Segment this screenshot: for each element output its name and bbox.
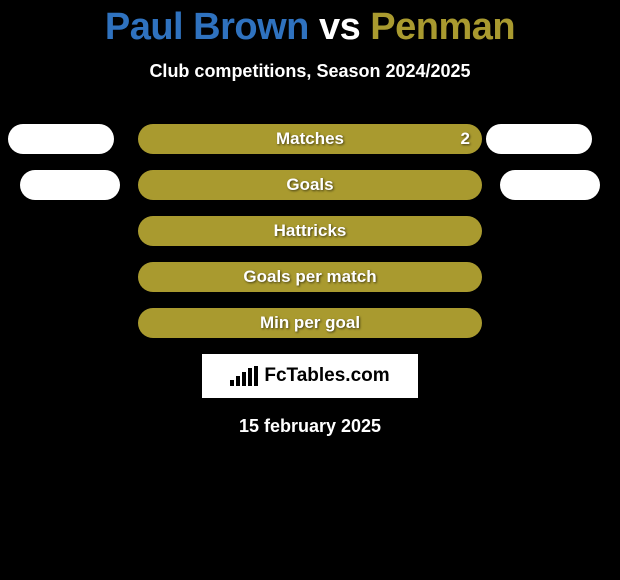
- logo-bars-icon: [230, 366, 258, 386]
- stat-label: Hattricks: [138, 216, 482, 246]
- stat-row: Matches2: [0, 124, 620, 154]
- vs-text: vs: [319, 6, 360, 48]
- logo-label: FcTables.com: [264, 365, 389, 387]
- competition-subtitle: Club competitions, Season 2024/2025: [0, 61, 620, 82]
- p1-bar: [20, 170, 120, 200]
- logo-box: FcTables.com: [202, 354, 418, 398]
- player2-name: Penman: [370, 6, 515, 48]
- comparison-title: Paul Brown vs Penman: [0, 0, 620, 49]
- player1-name: Paul Brown: [105, 6, 309, 48]
- stat-row: Goals: [0, 170, 620, 200]
- stat-label: Matches: [138, 124, 482, 154]
- p2-bar: [500, 170, 600, 200]
- p1-bar: [8, 124, 114, 154]
- stats-chart: Matches2 Goals Hattricks Goals per match Min…: [0, 124, 620, 338]
- stat-label: Min per goal: [138, 308, 482, 338]
- p2-value: 2: [461, 124, 470, 154]
- date-label: 15 february 2025: [0, 416, 620, 437]
- fctables-logo: FcTables.com: [230, 365, 389, 387]
- stat-row: Hattricks: [0, 216, 620, 246]
- stat-label: Goals: [138, 170, 482, 200]
- stat-row: Min per goal: [0, 308, 620, 338]
- p2-bar: [486, 124, 592, 154]
- stat-label: Goals per match: [138, 262, 482, 292]
- stat-row: Goals per match: [0, 262, 620, 292]
